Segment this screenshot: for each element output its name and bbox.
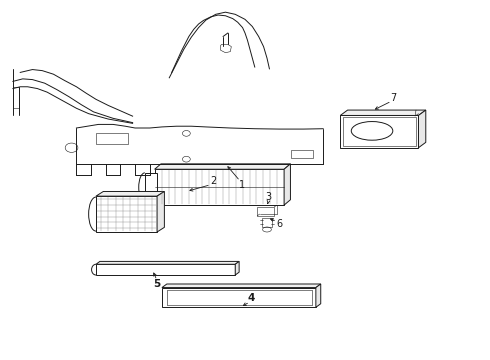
Bar — [292, 149, 314, 158]
Polygon shape — [340, 110, 426, 116]
Polygon shape — [316, 284, 321, 307]
Polygon shape — [155, 164, 291, 169]
Text: 1: 1 — [239, 180, 245, 190]
Polygon shape — [96, 264, 235, 275]
Text: 7: 7 — [390, 93, 396, 103]
Polygon shape — [418, 110, 426, 148]
Polygon shape — [157, 192, 164, 232]
Polygon shape — [284, 164, 291, 205]
Polygon shape — [96, 192, 164, 196]
Text: 2: 2 — [210, 176, 217, 186]
Polygon shape — [96, 261, 239, 264]
Text: 6: 6 — [276, 219, 282, 229]
Text: 4: 4 — [247, 293, 254, 303]
Polygon shape — [235, 261, 239, 275]
Polygon shape — [162, 284, 321, 288]
Polygon shape — [340, 116, 418, 148]
Polygon shape — [96, 196, 157, 232]
Text: 3: 3 — [266, 192, 271, 202]
Text: 5: 5 — [153, 279, 161, 289]
Polygon shape — [145, 173, 157, 202]
Polygon shape — [162, 288, 316, 307]
Bar — [96, 134, 128, 144]
Polygon shape — [155, 169, 284, 205]
